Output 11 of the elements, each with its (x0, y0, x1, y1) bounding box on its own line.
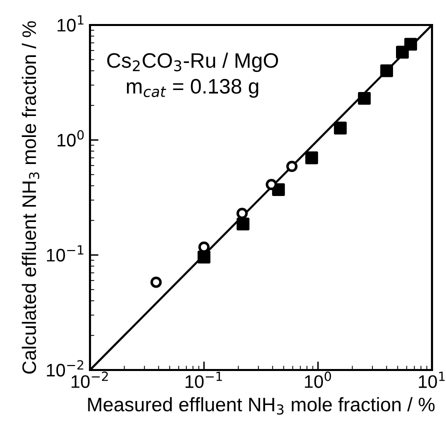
annotation: m$_{cat}$ = 0.138 g (126, 78, 258, 98)
x-tick-label: 10$^{−1}$ (186, 372, 222, 388)
y-tick-label: 10$^{0}$ (58, 130, 84, 147)
annotation: Cs$_{2}$CO$_{3}$-Ru / MgO (107, 52, 278, 72)
y-axis-title: Calculated effluent NH$_{3}$ mole fraction / % (22, 21, 40, 374)
x-tick-label: 10$^{−2}$ (72, 372, 108, 388)
x-tick-label: 10$^{0}$ (304, 372, 332, 388)
y-tick-label: 10$^{1}$ (58, 15, 84, 32)
x-axis-title: Measured effluent NH$_{3}$ mole fraction / % (88, 397, 435, 415)
y-tick-label: 10$^{−1}$ (46, 245, 84, 262)
x-tick-label: 10$^{1}$ (418, 372, 445, 388)
